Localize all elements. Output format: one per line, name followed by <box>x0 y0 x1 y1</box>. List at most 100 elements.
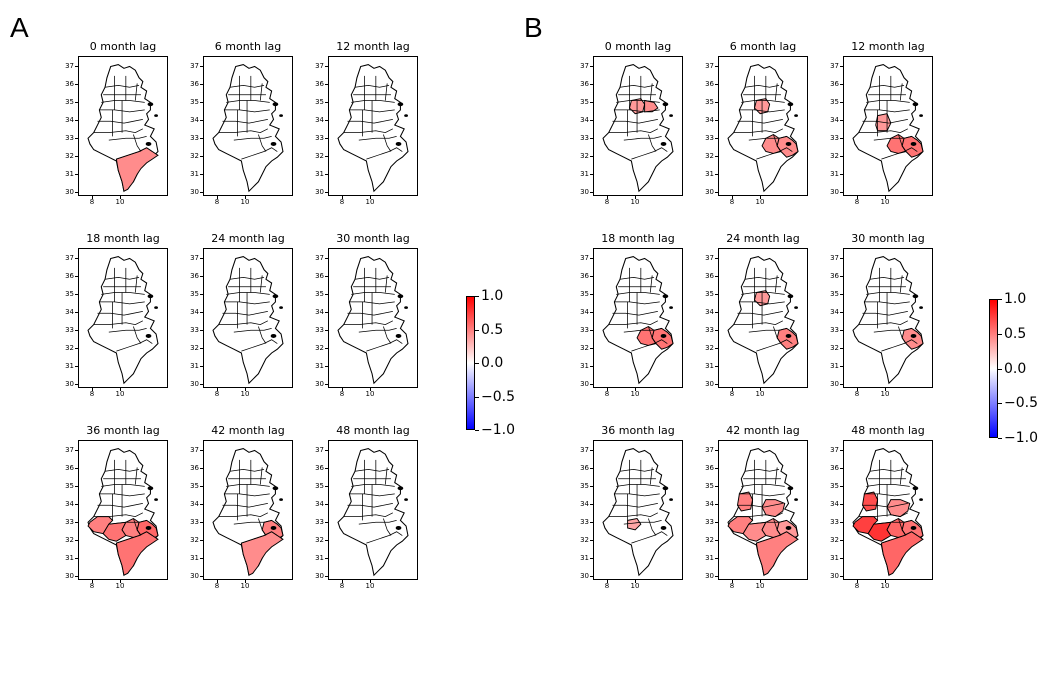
y-tick-mark <box>715 366 718 367</box>
x-tick-label: 8 <box>89 390 95 398</box>
y-tick-mark <box>325 384 328 385</box>
y-tick-mark <box>325 138 328 139</box>
region-border <box>744 468 780 472</box>
y-tick-mark <box>590 558 593 559</box>
y-tick-label: 37 <box>830 62 839 70</box>
map-subplot: 48 month lag 37 36 35 34 33 32 31 30 8 10 <box>310 424 450 594</box>
island <box>147 294 154 299</box>
y-tick-label: 37 <box>65 62 74 70</box>
y-tick-mark <box>715 504 718 505</box>
map-axes <box>78 440 168 580</box>
y-tick-mark <box>75 312 78 313</box>
y-tick-mark <box>200 138 203 139</box>
island <box>785 333 792 338</box>
y-tick-mark <box>840 192 843 193</box>
x-tick-label: 8 <box>339 198 345 206</box>
y-tick-mark <box>200 312 203 313</box>
map-subplot: 24 month lag 37 36 35 34 33 32 31 30 8 10 <box>185 232 325 402</box>
y-tick-label: 31 <box>830 554 839 562</box>
country-outline <box>337 448 409 577</box>
y-tick-mark <box>325 120 328 121</box>
y-tick-mark <box>590 84 593 85</box>
island <box>910 141 917 146</box>
x-tick-label: 8 <box>729 390 735 398</box>
map-subplot: 6 month lag 37 36 35 34 33 32 31 30 8 10 <box>700 40 840 210</box>
colorbar-tick-mark <box>475 296 479 297</box>
y-tick-label: 31 <box>580 554 589 562</box>
x-tick-label: 8 <box>339 582 345 590</box>
region-border <box>774 275 778 293</box>
colorbar-tick-mark <box>998 333 1002 335</box>
map-subplot: 42 month lag 37 36 35 34 33 32 31 30 8 10 <box>700 424 840 594</box>
y-tick-label: 36 <box>830 80 839 88</box>
x-tick-label: 8 <box>214 390 220 398</box>
y-tick-mark <box>75 384 78 385</box>
y-tick-label: 35 <box>190 482 199 490</box>
y-tick-mark <box>200 540 203 541</box>
country-outline <box>337 64 409 193</box>
y-tick-label: 34 <box>580 500 589 508</box>
region-border <box>648 518 657 536</box>
x-tick-mark <box>857 580 858 583</box>
region-border <box>858 512 909 518</box>
country-outline <box>87 256 159 385</box>
map-axes <box>718 248 808 388</box>
y-tick-label: 32 <box>580 344 589 352</box>
country-outline <box>602 448 674 577</box>
y-tick-label: 35 <box>580 482 589 490</box>
island <box>910 333 917 338</box>
y-tick-mark <box>840 66 843 67</box>
y-tick-label: 34 <box>705 116 714 124</box>
y-tick-mark <box>75 522 78 523</box>
country-outline <box>602 256 674 385</box>
tunisia-map <box>87 256 159 385</box>
x-tick-mark <box>607 196 608 199</box>
map-subplot: 30 month lag 37 36 35 34 33 32 31 30 8 10 <box>825 232 965 402</box>
x-tick-label: 10 <box>115 198 125 206</box>
y-tick-mark <box>840 540 843 541</box>
tunisia-map <box>602 256 674 385</box>
y-tick-mark <box>840 138 843 139</box>
y-tick-label: 36 <box>705 464 714 472</box>
y-tick-label: 31 <box>190 170 199 178</box>
map-axes <box>593 56 683 196</box>
island <box>147 102 154 107</box>
y-tick-mark <box>200 120 203 121</box>
y-tick-mark <box>75 540 78 541</box>
y-tick-label: 30 <box>190 572 199 580</box>
y-tick-label: 33 <box>65 134 74 142</box>
y-tick-mark <box>840 294 843 295</box>
y-tick-label: 32 <box>65 152 74 160</box>
region-border <box>862 503 908 508</box>
region-border <box>858 320 909 326</box>
y-tick-mark <box>840 102 843 103</box>
y-tick-mark <box>840 504 843 505</box>
x-tick-label: 10 <box>365 390 375 398</box>
map-axes <box>203 248 293 388</box>
x-tick-label: 8 <box>89 198 95 206</box>
y-tick-label: 35 <box>705 482 714 490</box>
y-tick-label: 37 <box>315 446 324 454</box>
subplot-title: 36 month lag <box>601 424 675 437</box>
y-tick-label: 36 <box>315 272 324 280</box>
region-border <box>623 136 662 141</box>
y-tick-mark <box>75 504 78 505</box>
colorbar-tick-mark <box>998 438 1002 439</box>
island <box>279 114 283 117</box>
y-tick-label: 35 <box>65 290 74 298</box>
y-tick-label: 36 <box>580 80 589 88</box>
y-tick-label: 30 <box>315 380 324 388</box>
y-tick-mark <box>590 486 593 487</box>
region-border <box>347 503 393 508</box>
y-tick-mark <box>715 84 718 85</box>
y-tick-label: 35 <box>705 290 714 298</box>
y-tick-mark <box>325 174 328 175</box>
y-tick-label: 32 <box>315 536 324 544</box>
region-border <box>612 119 658 124</box>
region-border <box>108 328 147 333</box>
y-tick-label: 34 <box>65 500 74 508</box>
y-tick-mark <box>715 312 718 313</box>
region-border <box>733 320 784 326</box>
y-tick-label: 36 <box>65 272 74 280</box>
island <box>395 525 402 530</box>
